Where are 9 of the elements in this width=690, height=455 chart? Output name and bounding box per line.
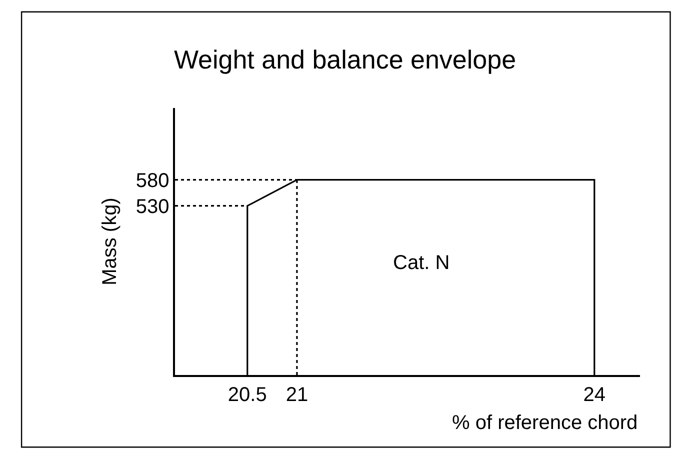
x-tick-label: 21	[286, 384, 308, 406]
x-tick-label: 24	[583, 384, 606, 406]
x-tick-label: 20.5	[228, 384, 267, 406]
y-axis-title: Mass (kg)	[98, 198, 121, 286]
chart-title: Weight and balance envelope	[174, 44, 516, 74]
y-tick-label: 530	[136, 196, 170, 218]
x-axis-title: % of reference chord	[452, 412, 638, 434]
annotation: Cat. N	[393, 252, 450, 274]
y-tick-label: 580	[136, 170, 170, 192]
